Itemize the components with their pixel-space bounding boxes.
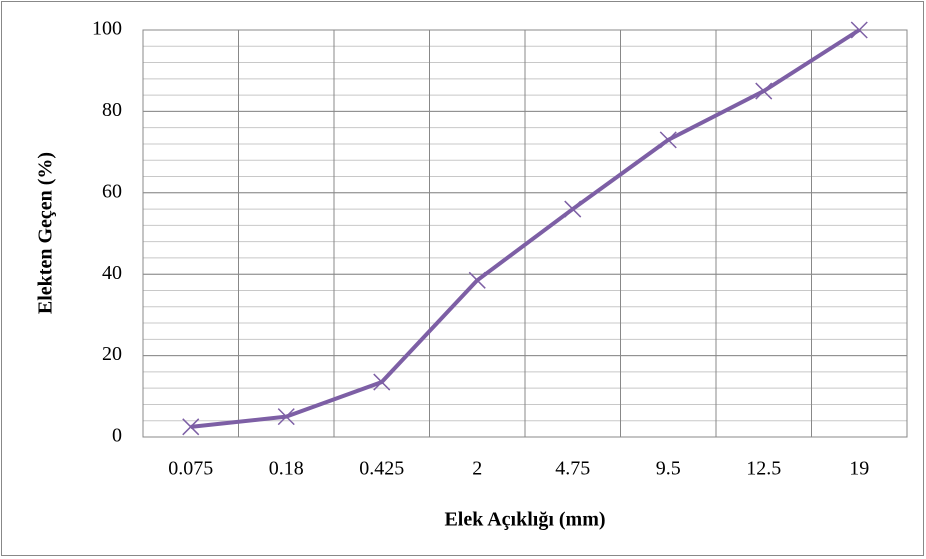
marker xyxy=(564,200,582,218)
x-tick-label: 0.18 xyxy=(269,458,304,480)
x-tick-label: 12.5 xyxy=(746,458,781,480)
marker xyxy=(659,131,677,149)
x-tick-label: 0.075 xyxy=(168,458,213,480)
x-tick-label: 9.5 xyxy=(656,458,681,480)
plot-border xyxy=(142,29,908,438)
marker xyxy=(755,82,773,100)
marker xyxy=(468,271,486,289)
marker xyxy=(277,408,295,426)
x-tick-label: 0.425 xyxy=(359,458,404,480)
marker xyxy=(182,418,200,436)
marker xyxy=(373,373,391,391)
y-tick-label: 20 xyxy=(102,343,122,365)
x-tick-label: 19 xyxy=(849,458,869,480)
y-axis-title: Elekten Geçen (%) xyxy=(35,152,57,314)
y-tick-label: 0 xyxy=(112,425,122,447)
y-tick-label: 40 xyxy=(102,262,122,284)
marker xyxy=(850,21,868,39)
y-tick-label: 80 xyxy=(102,99,122,121)
y-tick-label: 60 xyxy=(102,180,122,202)
x-tick-label: 2 xyxy=(472,458,482,480)
x-axis-title: Elek Açıklığı (mm) xyxy=(444,509,605,531)
x-tick-label: 4.75 xyxy=(555,458,590,480)
line-series xyxy=(190,28,861,429)
y-tick-label: 100 xyxy=(92,18,122,40)
